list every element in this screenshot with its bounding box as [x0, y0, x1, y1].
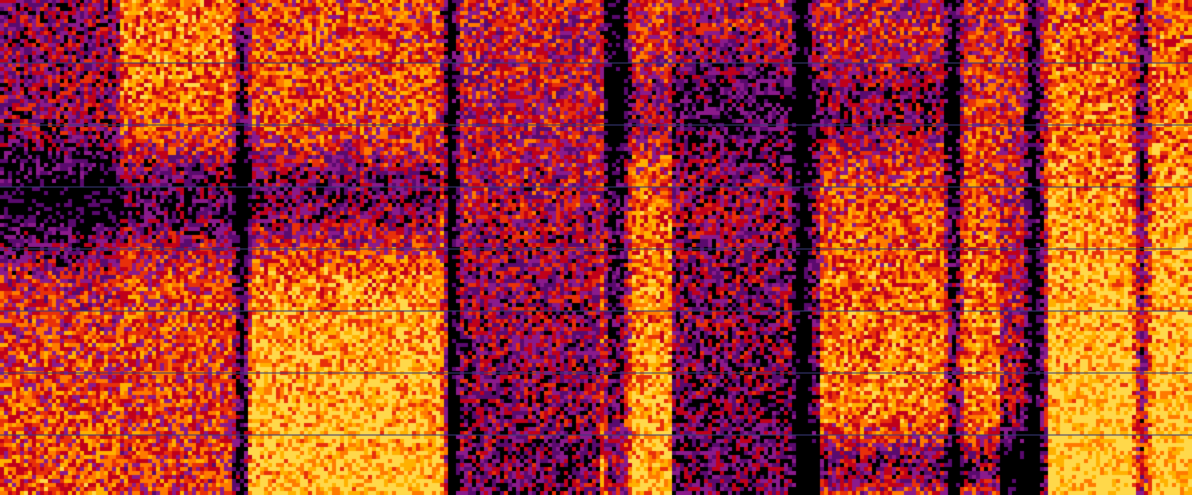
spectrogram-canvas — [0, 0, 1192, 495]
spectrogram-view — [0, 0, 1192, 495]
